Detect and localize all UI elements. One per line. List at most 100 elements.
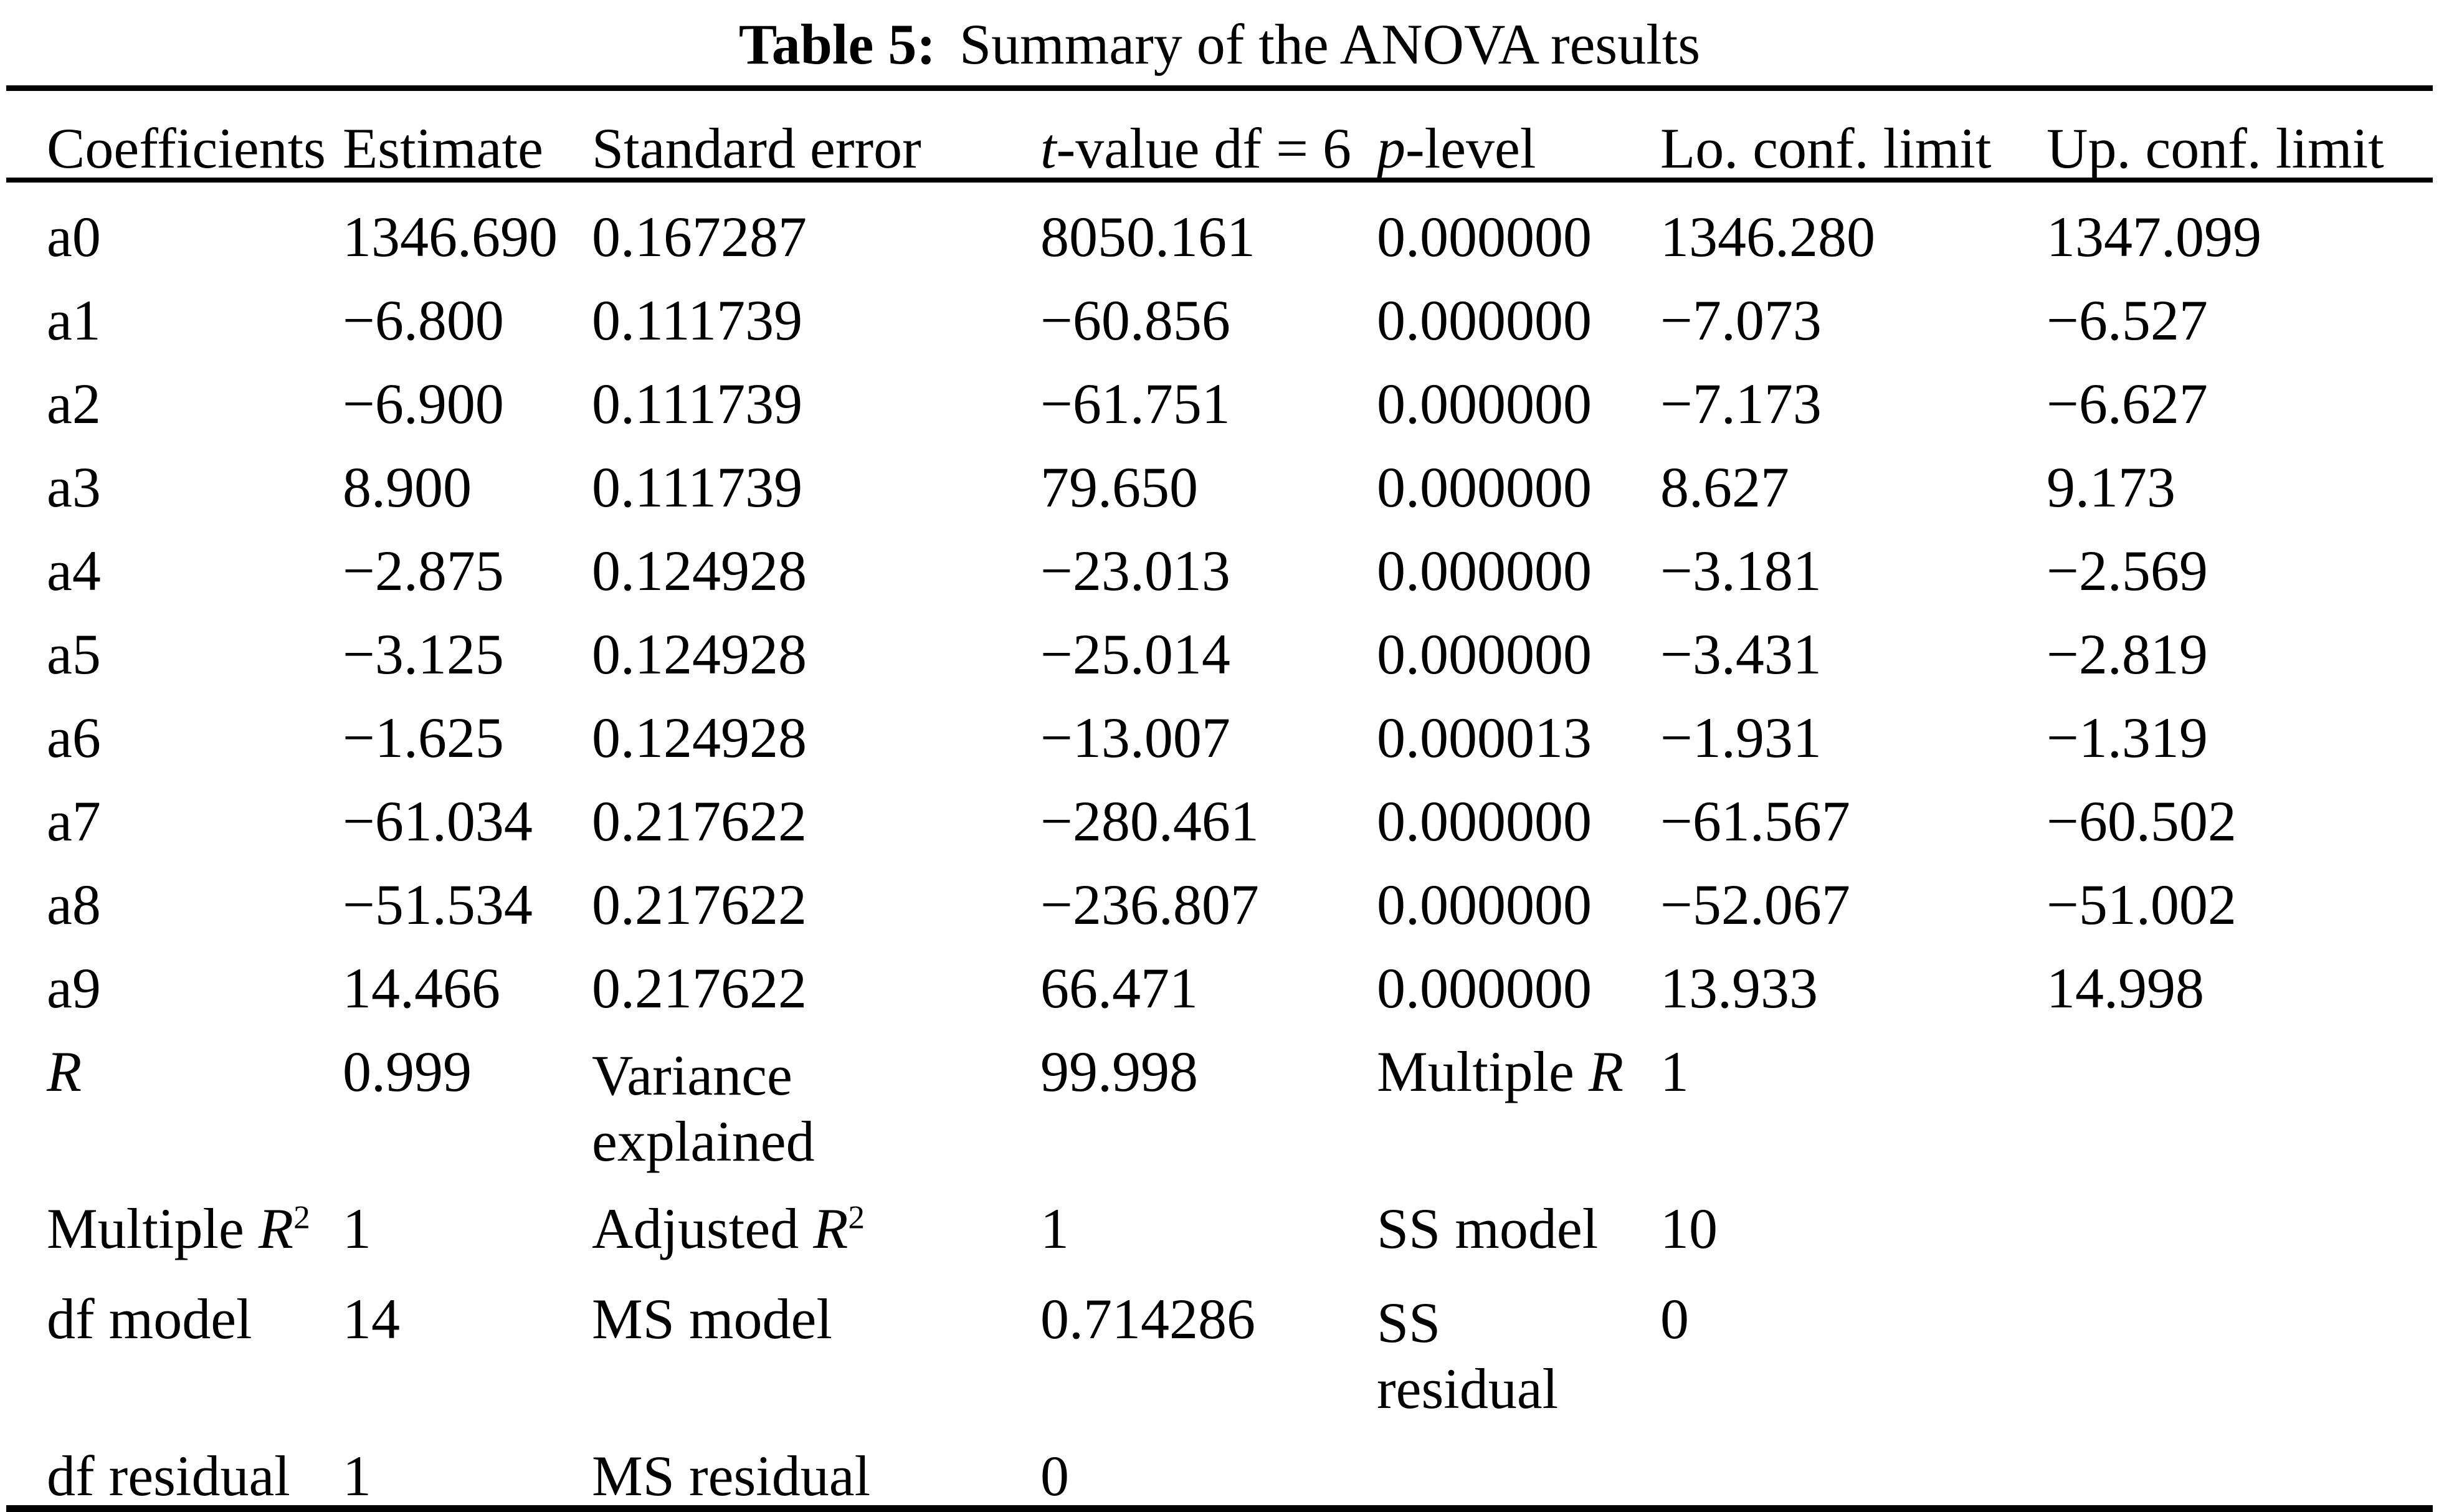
cell-p-level: 0.000013 bbox=[1377, 706, 1592, 769]
cell-ss-model-label: SS model bbox=[1377, 1197, 1599, 1260]
cell-lo-conf: −1.931 bbox=[1660, 706, 1822, 769]
cell-coefficient: R bbox=[6, 1017, 343, 1174]
row-r: R 0.999 Variance explained 99.998 Multip… bbox=[6, 1017, 2433, 1174]
row-a6: a6 −1.625 0.124928 −13.007 0.000013 −1.9… bbox=[6, 683, 2433, 767]
superscript-2: 2 bbox=[848, 1198, 865, 1236]
cell-estimate: −6.800 bbox=[343, 288, 504, 352]
cell-up-conf: −2.819 bbox=[2047, 622, 2208, 686]
cell-t-value: −236.807 bbox=[1040, 873, 1259, 936]
row-df-residual: df residual 1 MS residual 0 bbox=[6, 1422, 2433, 1509]
cell-ss-residual-label: SS residual bbox=[1377, 1291, 1559, 1420]
cell-estimate: 8.900 bbox=[343, 455, 472, 519]
cell-variance-explained-label: Variance explained bbox=[592, 1044, 815, 1173]
cell-coefficient: a9 bbox=[47, 956, 101, 1020]
cell-t-value: −280.461 bbox=[1040, 789, 1259, 853]
col-header-standard-error: Standard error bbox=[592, 116, 921, 180]
anova-table: Coefficients Estimate Standard error t-v… bbox=[6, 85, 2433, 1512]
t-value-label: -value df = 6 bbox=[1056, 116, 1351, 180]
cell-lo-conf: −7.073 bbox=[1660, 288, 1822, 352]
row-r2: Multiple R2 1 Adjusted R2 1 SS model 10 bbox=[6, 1174, 2433, 1265]
cell-std-error: 0.124928 bbox=[592, 539, 807, 602]
cell-std-error: 0.111739 bbox=[592, 455, 803, 519]
r-symbol: R bbox=[813, 1197, 849, 1260]
cell-empty bbox=[2047, 1422, 2433, 1509]
cell-t-value: 66.471 bbox=[1040, 956, 1198, 1020]
row-df-model: df model 14 MS model 0.714286 SS residua… bbox=[6, 1265, 2433, 1422]
cell-std-error: 0.124928 bbox=[592, 706, 807, 769]
cell-coefficient: a3 bbox=[47, 455, 101, 519]
cell-t-value: 79.650 bbox=[1040, 455, 1198, 519]
cell-empty bbox=[2047, 1265, 2433, 1422]
r-symbol: R bbox=[47, 1040, 82, 1103]
cell-estimate: −61.034 bbox=[343, 789, 533, 853]
cell-p-level: 0.000000 bbox=[1377, 372, 1592, 435]
cell-df-model-value: 14 bbox=[343, 1287, 400, 1351]
cell-lo-conf: 13.933 bbox=[1660, 956, 1818, 1020]
cell-p-level: 0.000000 bbox=[1377, 288, 1592, 352]
cell-estimate: −3.125 bbox=[343, 622, 504, 686]
cell-lo-conf: −7.173 bbox=[1660, 372, 1822, 435]
row-a4: a4 −2.875 0.124928 −23.013 0.000000 −3.1… bbox=[6, 516, 2433, 600]
cell-coefficient: a6 bbox=[47, 706, 101, 769]
table-caption-label: Table 5: bbox=[738, 12, 936, 76]
cell-lo-conf: −61.567 bbox=[1660, 789, 1850, 853]
cell-estimate: 0.999 bbox=[343, 1040, 472, 1103]
col-header-t-value: t-value df = 6 bbox=[1040, 88, 1377, 181]
cell-up-conf: −2.569 bbox=[2047, 539, 2208, 602]
cell-up-conf: −60.502 bbox=[2047, 789, 2237, 853]
cell-p-level: 0.000000 bbox=[1377, 205, 1592, 269]
cell-up-conf: 14.998 bbox=[2047, 956, 2204, 1020]
cell-t-value: 8050.161 bbox=[1040, 205, 1255, 269]
p-symbol: p bbox=[1377, 116, 1405, 180]
cell-estimate: −51.534 bbox=[343, 873, 533, 936]
cell-empty bbox=[2047, 1017, 2433, 1174]
row-a9: a9 14.466 0.217622 66.471 0.000000 13.93… bbox=[6, 934, 2433, 1017]
cell-p-level: 0.000000 bbox=[1377, 539, 1592, 602]
cell-std-error: 0.217622 bbox=[592, 789, 807, 853]
row-a2: a2 −6.900 0.111739 −61.751 0.000000 −7.1… bbox=[6, 349, 2433, 433]
cell-variance-explained-value: 99.998 bbox=[1040, 1040, 1198, 1103]
col-header-p-level: p-level bbox=[1377, 88, 1660, 181]
cell-ms-residual-value: 0 bbox=[1040, 1444, 1069, 1508]
table-caption: Table 5: Summary of the ANOVA results bbox=[0, 11, 2439, 85]
col-header-up-conf-limit: Up. conf. limit bbox=[2047, 116, 2384, 180]
cell-df-model-label: df model bbox=[47, 1287, 252, 1351]
cell-estimate: −6.900 bbox=[343, 372, 504, 435]
row-a0: a0 1346.690 0.167287 8050.161 0.000000 1… bbox=[6, 180, 2433, 266]
col-header-lo-conf-limit: Lo. conf. limit bbox=[1660, 116, 1992, 180]
cell-empty bbox=[2047, 1174, 2433, 1265]
cell-estimate: 14.466 bbox=[343, 956, 500, 1020]
cell-multiple-r2-label: Multiple R2 bbox=[47, 1197, 310, 1260]
cell-adjusted-r2-label: Adjusted R2 bbox=[592, 1197, 865, 1260]
cell-t-value: −13.007 bbox=[1040, 706, 1230, 769]
cell-coefficient: a5 bbox=[47, 622, 101, 686]
cell-lo-conf: 1346.280 bbox=[1660, 205, 1875, 269]
cell-multiple-r-label: Multiple R bbox=[1377, 1040, 1624, 1103]
cell-std-error: 0.111739 bbox=[592, 372, 803, 435]
cell-std-error: 0.217622 bbox=[592, 956, 807, 1020]
cell-multiple-r-value: 1 bbox=[1660, 1040, 1689, 1103]
cell-ms-residual-label: MS residual bbox=[592, 1444, 871, 1508]
cell-ms-model-value: 0.714286 bbox=[1040, 1287, 1255, 1351]
col-header-coefficients: Coefficients bbox=[47, 116, 326, 180]
row-a5: a5 −3.125 0.124928 −25.014 0.000000 −3.4… bbox=[6, 600, 2433, 683]
cell-df-residual-value: 1 bbox=[343, 1444, 371, 1508]
cell-coefficient: a8 bbox=[47, 873, 101, 936]
cell-std-error: 0.217622 bbox=[592, 873, 807, 936]
row-a8: a8 −51.534 0.217622 −236.807 0.000000 −5… bbox=[6, 850, 2433, 934]
row-a3: a3 8.900 0.111739 79.650 0.000000 8.627 … bbox=[6, 433, 2433, 516]
cell-t-value: −61.751 bbox=[1040, 372, 1230, 435]
r-symbol: R bbox=[1588, 1040, 1624, 1103]
cell-lo-conf: −52.067 bbox=[1660, 873, 1850, 936]
cell-std-error: 0.124928 bbox=[592, 622, 807, 686]
cell-up-conf: −51.002 bbox=[2047, 873, 2237, 936]
table-caption-text: Summary of the ANOVA results bbox=[959, 12, 1701, 76]
cell-up-conf: 1347.099 bbox=[2047, 205, 2261, 269]
cell-p-level: 0.000000 bbox=[1377, 455, 1592, 519]
cell-coefficient: a2 bbox=[47, 372, 101, 435]
cell-estimate: 1346.690 bbox=[343, 205, 558, 269]
cell-ms-model-label: MS model bbox=[592, 1287, 832, 1351]
cell-lo-conf: −3.181 bbox=[1660, 539, 1822, 602]
cell-t-value: −23.013 bbox=[1040, 539, 1230, 602]
cell-p-level: 0.000000 bbox=[1377, 956, 1592, 1020]
